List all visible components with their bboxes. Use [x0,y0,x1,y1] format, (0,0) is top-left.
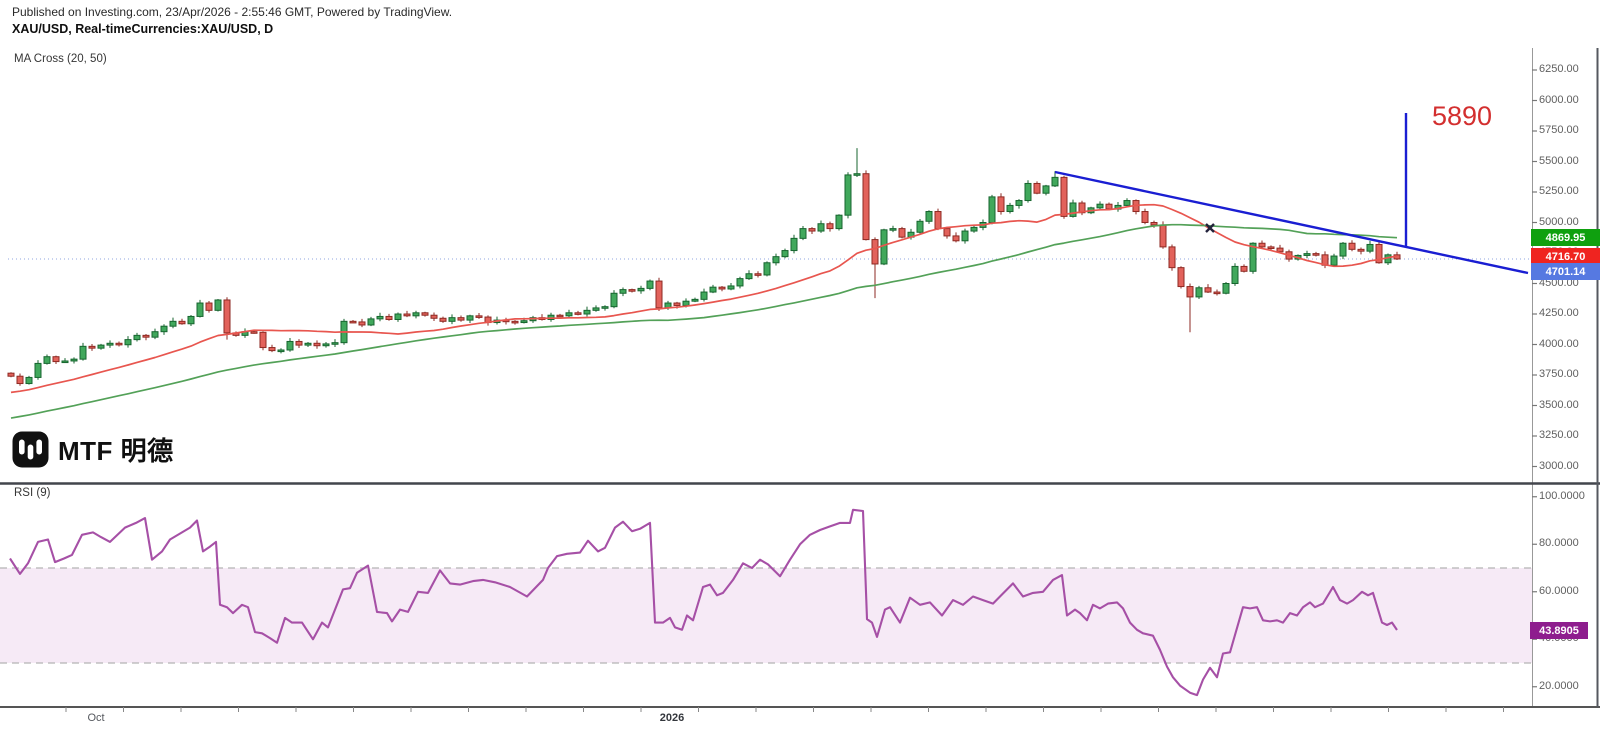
time-axis[interactable]: Oct 2026 [0,707,1600,734]
price-tick-label: 3000.00 [1539,459,1579,472]
ma-cross-indicator-label: MA Cross (20, 50) [14,53,107,65]
price-tick-label: 3500.00 [1539,398,1579,411]
price-axis[interactable]: 6250.00 6000.00 5750.00 5500.00 5250.00 5000.… [1533,48,1600,707]
rsi-tick-label: 20.0000 [1539,679,1579,692]
price-tick-label: 3250.00 [1539,429,1579,441]
rsi-tick-label: 60.0000 [1539,584,1579,597]
rsi-value-badge: 43.8905 [1530,622,1588,639]
rsi-tick-label: 80.0000 [1539,537,1579,550]
rsi-tick-label: 100.0000 [1539,489,1585,502]
brand-watermark-text: MTF 明德 [58,436,174,466]
price-tick-label: 6000.00 [1539,93,1579,106]
price-tick-label: 5750.00 [1539,124,1579,136]
x-axis-label: Oct [87,712,105,724]
last-price-badge: 4701.14 [1531,263,1600,280]
price-tick-label: 5000.00 [1539,215,1579,228]
price-tick-label: 4000.00 [1539,337,1579,350]
price-tick-label: 5250.00 [1539,185,1579,197]
x-axis-label: 2026 [659,712,685,724]
price-tick-label: 6250.00 [1539,63,1579,75]
ma50-price-badge: 4869.95 [1531,229,1600,246]
price-tick-label: 5500.00 [1539,154,1579,167]
published-line: Published on Investing.com, 23/Apr/2026 … [12,5,453,19]
price-tick-label: 4250.00 [1539,307,1579,319]
price-tick-label: 3750.00 [1539,368,1579,380]
ma20-price-badge: 4716.70 [1531,248,1600,265]
rsi-indicator-label: RSI (9) [14,487,51,499]
symbol-title: XAU/USD, Real-timeCurrencies:XAU/USD, D [12,22,274,36]
price-target-annotation[interactable]: 5890 [1432,101,1493,131]
brand-logo-icon [12,431,49,468]
brand-watermark: MTF 明德 [12,431,174,468]
